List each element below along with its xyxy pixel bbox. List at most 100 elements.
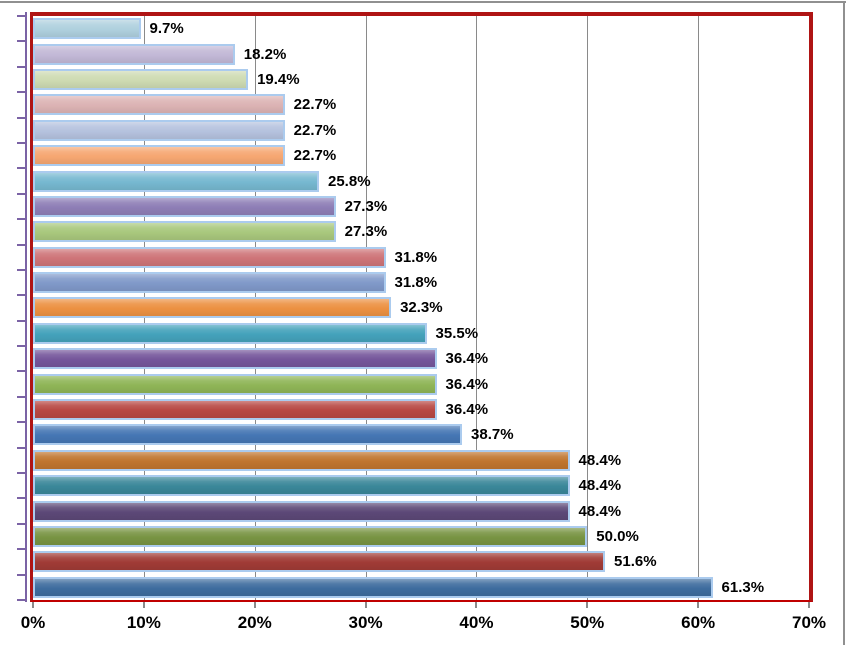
bar: [33, 322, 427, 344]
bar: [33, 399, 437, 421]
x-axis-tick: [586, 602, 589, 608]
x-axis-tick: [364, 602, 367, 608]
gridline-40: [476, 16, 478, 600]
bar-row: 48.4%: [33, 498, 809, 523]
bar-row: 32.3%: [33, 295, 809, 320]
bar-value-label: 36.4%: [445, 401, 489, 419]
x-axis-tick: [142, 602, 145, 608]
y-axis-tick: [17, 243, 26, 246]
x-axis-tick: [808, 602, 810, 608]
bar-row: 31.8%: [33, 245, 809, 270]
bar: [33, 348, 437, 370]
bar-value-label: 22.7%: [293, 147, 337, 165]
x-axis-ticks: [32, 602, 810, 608]
bar-value-label: 36.4%: [445, 375, 489, 393]
y-axis-line: [25, 12, 27, 602]
y-axis-tick: [17, 446, 26, 449]
y-axis-tick: [17, 40, 26, 43]
y-axis-tick: [17, 15, 26, 17]
bar-value-label: 51.6%: [614, 553, 657, 571]
bar-value-label: 19.4%: [257, 70, 300, 88]
bar-value-label: 9.7%: [149, 20, 184, 38]
bar-row: 27.3%: [33, 219, 809, 244]
bar: [33, 424, 463, 446]
bar-row: 61.3%: [33, 575, 809, 600]
bar-row: 48.4%: [33, 448, 809, 473]
x-axis-tick: [697, 602, 700, 608]
bar-row: 18.2%: [33, 41, 809, 66]
y-axis-tick: [17, 599, 26, 601]
bar-value-label: 25.8%: [328, 172, 371, 190]
bar-row: 35.5%: [33, 321, 809, 346]
bar-row: 22.7%: [33, 118, 809, 143]
x-axis-tick: [253, 602, 256, 608]
bar-row: 19.4%: [33, 67, 809, 92]
bar-row: 48.4%: [33, 473, 809, 498]
bar-value-label: 31.8%: [394, 274, 438, 292]
x-axis-tick-label: 30%: [348, 613, 383, 632]
bar-value-label: 32.3%: [400, 299, 443, 317]
bar-value-label: 18.2%: [243, 45, 287, 63]
bar: [33, 94, 285, 116]
y-axis-ticks: [17, 15, 27, 601]
plot-area: 9.7% 18.2% 19.4% 22.7% 22.7% 22.7% 25.8% 27.3% 2…: [30, 12, 813, 602]
x-axis-labels: 0% 10% 20% 30% 40% 50% 60% 70%: [21, 613, 826, 637]
x-axis-tick-label: 20%: [237, 613, 272, 632]
x-axis-tick-label: 40%: [459, 613, 494, 632]
bar: [33, 500, 570, 522]
bar-row: 51.6%: [33, 549, 809, 574]
y-axis-tick: [17, 91, 26, 94]
window-edge-top: [0, 1, 846, 3]
bar: [33, 272, 386, 294]
bar-row: 25.8%: [33, 168, 809, 193]
bar-value-label: 48.4%: [578, 477, 622, 495]
bar-row: 36.4%: [33, 346, 809, 371]
bar: [33, 43, 235, 65]
bar-value-label: 31.8%: [394, 248, 438, 266]
y-axis-tick: [17, 268, 26, 271]
x-axis-tick-label: 10%: [126, 613, 161, 632]
bar: [33, 221, 336, 243]
gridline-50: [587, 16, 589, 600]
bar: [33, 145, 285, 167]
bar-value-label: 35.5%: [435, 324, 479, 342]
bar: [33, 576, 713, 598]
y-axis-tick: [17, 522, 26, 525]
bar: [33, 68, 249, 90]
bar: [33, 297, 392, 319]
y-axis-tick: [17, 294, 26, 297]
y-axis-tick: [17, 573, 26, 576]
bar-value-label: 22.7%: [293, 121, 337, 139]
bar-row: 31.8%: [33, 270, 809, 295]
y-axis-tick: [17, 65, 26, 68]
bar-value-label: 36.4%: [445, 350, 489, 368]
y-axis-tick: [17, 218, 26, 221]
bar: [33, 246, 386, 268]
y-axis-tick: [17, 370, 26, 373]
bar-row: 38.7%: [33, 422, 809, 447]
bar: [33, 119, 285, 141]
bar-row: 27.3%: [33, 194, 809, 219]
bar: [33, 449, 570, 471]
y-axis-tick: [17, 345, 26, 348]
y-axis-tick: [17, 472, 26, 475]
x-axis-tick: [32, 602, 34, 608]
bar-value-label: 48.4%: [578, 502, 622, 520]
x-axis-tick-label: 0%: [20, 613, 46, 632]
bar-row: 22.7%: [33, 92, 809, 117]
bar: [33, 475, 570, 497]
bar-value-label: 61.3%: [721, 578, 765, 596]
bar: [33, 551, 606, 573]
y-axis-tick: [17, 421, 26, 424]
bars-layer: 9.7% 18.2% 19.4% 22.7% 22.7% 22.7% 25.8% 27.3% 2…: [33, 16, 809, 600]
y-axis-tick: [17, 192, 26, 195]
bar-row: 50.0%: [33, 524, 809, 549]
x-axis-tick-label: 60%: [681, 613, 716, 632]
bar-value-label: 38.7%: [471, 426, 514, 444]
x-axis-tick: [475, 602, 478, 608]
bar-row: 22.7%: [33, 143, 809, 168]
x-axis-tick-label: 70%: [791, 613, 827, 632]
bar-value-label: 22.7%: [293, 96, 337, 114]
bar-value-label: 27.3%: [344, 223, 388, 241]
